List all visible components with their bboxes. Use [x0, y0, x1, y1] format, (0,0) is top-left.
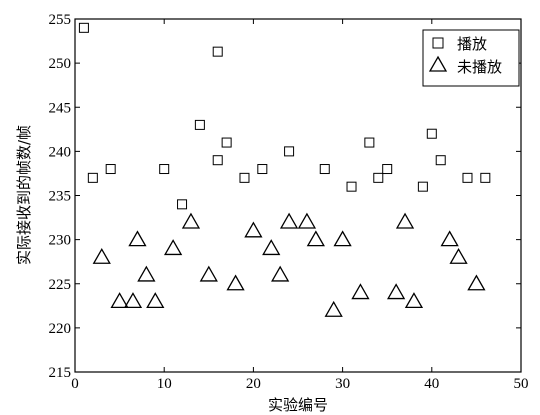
series-2-point — [181, 212, 201, 229]
series-1-point — [87, 172, 98, 183]
series-1-point — [177, 199, 188, 210]
x-tick-label: 30 — [335, 376, 350, 392]
legend-label-series-2: 未播放 — [457, 58, 502, 76]
series-1-point — [221, 137, 232, 148]
x-axis-label: 实验编号 — [268, 396, 328, 414]
series-1-point — [426, 128, 437, 139]
series-1-point — [462, 172, 473, 183]
series-1-point — [212, 155, 223, 166]
series-1-point — [78, 22, 89, 33]
y-tick-label: 215 — [49, 365, 72, 381]
y-tick-label: 230 — [49, 233, 72, 249]
series-2-point — [351, 283, 370, 300]
series-1-point — [435, 155, 446, 166]
series-1-point — [212, 46, 223, 57]
data-marks — [78, 22, 491, 317]
series-2-point — [271, 265, 290, 282]
series-2-point — [449, 247, 468, 264]
series-2-point — [146, 292, 165, 309]
legend-triangle-marker-icon — [428, 55, 448, 72]
x-tick-label: 0 — [71, 376, 79, 392]
series-1-point — [159, 164, 170, 175]
series-1-point — [382, 164, 393, 175]
series-2-point — [92, 247, 111, 264]
series-2-point — [306, 230, 325, 247]
tick-labels: 0 10 20 30 40 50 215 220 225 230 235 240 245 250 255 — [49, 12, 529, 392]
y-tick-label: 245 — [49, 100, 72, 116]
series-2-point — [262, 239, 281, 256]
series-2-point — [404, 292, 424, 309]
series-2-point — [395, 212, 415, 229]
series-2-point — [199, 265, 218, 282]
y-tick-label: 240 — [49, 144, 72, 160]
legend-label-series-1: 播放 — [457, 35, 487, 53]
series-1-point — [480, 172, 491, 183]
x-tick-label: 20 — [246, 376, 261, 392]
series-2-point — [297, 212, 317, 229]
series-2-point — [279, 212, 299, 229]
y-tick-label: 220 — [49, 321, 72, 337]
series-2-point — [333, 230, 352, 247]
x-tick-label: 50 — [514, 376, 529, 392]
series-2-point — [128, 230, 147, 247]
series-1-point — [373, 172, 384, 183]
y-tick-label: 235 — [49, 189, 72, 205]
series-2-point — [386, 283, 406, 300]
y-axis-label: 实际接收到的帧数/帧 — [15, 125, 33, 265]
series-1-point — [194, 119, 205, 130]
series-1-point — [417, 181, 428, 192]
x-tick-label: 40 — [424, 376, 439, 392]
series-2-point — [467, 274, 486, 291]
series-2-point — [110, 292, 129, 309]
y-tick-label: 255 — [49, 12, 72, 28]
series-2-point — [440, 230, 459, 247]
series-2-point — [226, 274, 245, 291]
series-2-point — [123, 292, 143, 309]
y-tick-label: 225 — [49, 277, 72, 293]
series-1-point — [346, 181, 357, 192]
series-1-point — [239, 172, 250, 183]
series-1-point — [364, 137, 375, 148]
series-1-point — [284, 146, 295, 157]
series-1-point — [105, 164, 116, 175]
series-1-point — [257, 164, 268, 175]
series-2-point — [163, 239, 183, 256]
x-tick-label: 10 — [157, 376, 172, 392]
series-2-point — [244, 221, 263, 238]
y-tick-label: 250 — [49, 56, 72, 72]
series-2-point — [324, 300, 343, 317]
series-2-point — [137, 265, 156, 282]
series-1-point — [319, 164, 330, 175]
legend-square-marker-icon — [432, 37, 444, 49]
legend: 播放 未播放 — [422, 29, 520, 87]
